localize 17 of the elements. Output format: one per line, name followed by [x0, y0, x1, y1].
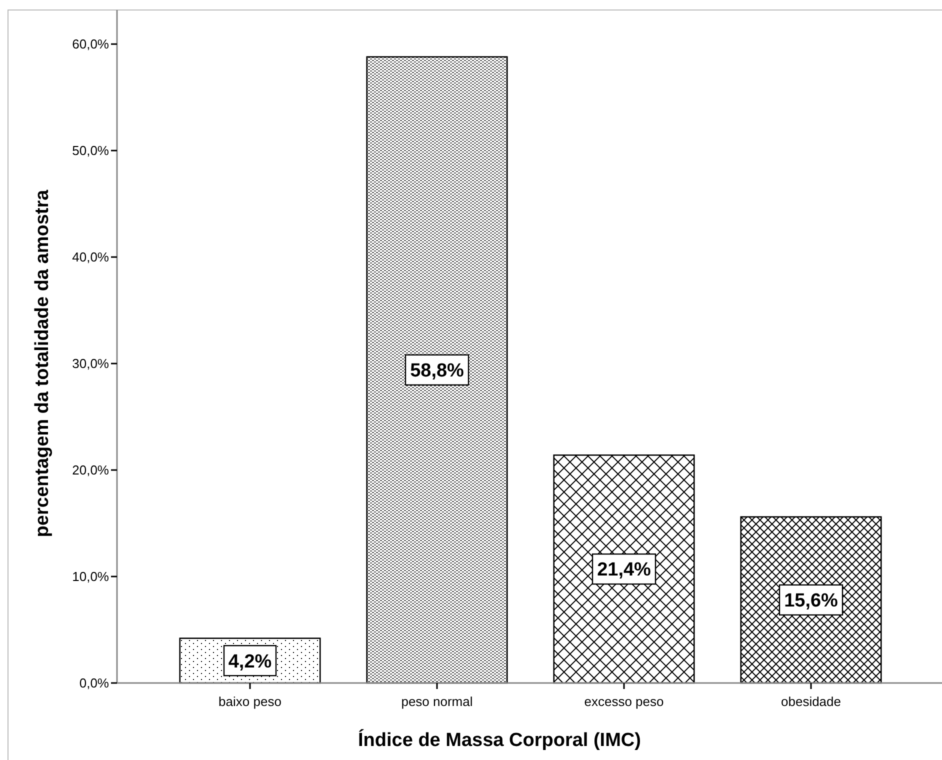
y-tick-label: 60,0%	[72, 36, 110, 52]
x-tick-label: excesso peso	[584, 694, 664, 709]
x-tick-label: baixo peso	[218, 694, 282, 709]
y-tick-label: 0,0%	[79, 676, 110, 691]
data-label: 21,4%	[597, 560, 652, 581]
y-tick-label: 40,0%	[72, 250, 110, 265]
y-tick-label: 50,0%	[72, 143, 110, 158]
x-axis-title: Índice de Massa Corporal (IMC)	[358, 729, 641, 751]
x-tick-label: peso normal	[401, 694, 473, 709]
x-tick-label: obesidade	[781, 694, 841, 709]
data-label: 4,2%	[228, 651, 272, 672]
data-label: 58,8%	[410, 360, 464, 382]
y-tick-label: 30,0%	[72, 356, 110, 372]
data-label: 15,6%	[784, 590, 838, 612]
y-tick-label: 10,0%	[72, 569, 110, 584]
y-axis-title: percentagem da totalidade da amostra	[32, 189, 53, 538]
y-tick-label: 20,0%	[72, 462, 110, 478]
